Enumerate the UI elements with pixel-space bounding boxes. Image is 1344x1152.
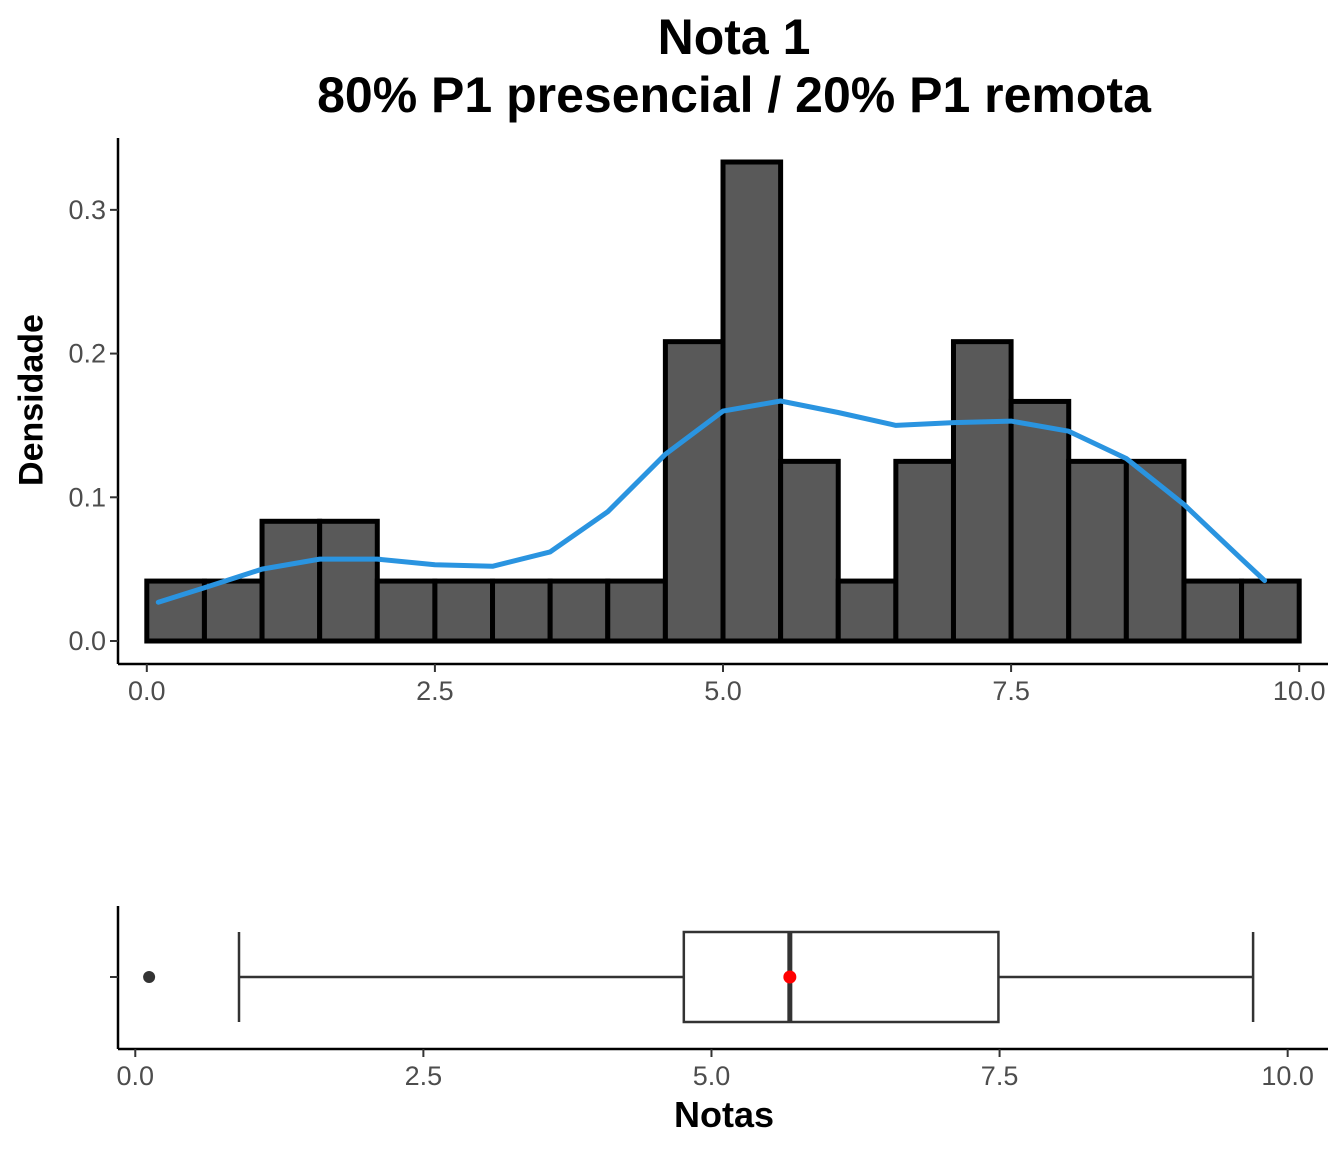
histogram-bar <box>374 578 438 644</box>
y-tick-label: 0.0 <box>68 626 106 656</box>
histogram-bar <box>778 458 841 644</box>
histogram-bar <box>490 578 553 644</box>
histogram-bar <box>950 339 1014 644</box>
x-tick-label: 10.0 <box>1273 676 1326 706</box>
histogram-bar <box>547 578 611 644</box>
histogram-bar <box>1123 458 1187 644</box>
histogram-bar <box>432 578 496 644</box>
box-iqr <box>682 930 1000 1024</box>
histogram-bar <box>317 518 380 644</box>
outlier-point <box>143 971 156 983</box>
boxplot-panel: 0.0 2.5 5.0 7.5 10.0 <box>110 906 1328 1091</box>
boxplot-x-tick-label: 5.0 <box>693 1061 731 1091</box>
histogram-bar <box>1181 578 1245 644</box>
x-tick-label: 0.0 <box>128 676 166 706</box>
density-curve <box>155 398 1268 605</box>
chart-title-line-1: Nota 1 <box>657 9 811 65</box>
histogram-bar <box>662 339 726 644</box>
y-tick-label: 0.2 <box>68 339 106 369</box>
y-tick-label: 0.1 <box>68 482 106 512</box>
x-tick-label: 2.5 <box>416 676 454 706</box>
histogram-bar <box>1008 398 1072 644</box>
boxplot-x-tick-label: 2.5 <box>405 1061 443 1091</box>
boxplot-x-tick-label: 0.0 <box>117 1061 155 1091</box>
x-tick-label: 7.5 <box>992 676 1030 706</box>
histogram-bar <box>605 578 668 644</box>
histogram-bar <box>893 458 956 644</box>
histogram-bar <box>835 578 899 644</box>
x-tick-label: 5.0 <box>704 676 742 706</box>
x-axis-label: Notas <box>673 1094 775 1135</box>
chart-title-line-2: 80% P1 presencial / 20% P1 remota <box>317 67 1151 123</box>
boxplot-x-tick-label: 10.0 <box>1261 1061 1314 1091</box>
histogram-panel: 0.0 0.1 0.2 0.3 0.0 2.5 5.0 7.5 10.0 <box>68 138 1328 706</box>
boxplot-x-tick-label: 7.5 <box>981 1061 1019 1091</box>
mean-point <box>783 970 797 984</box>
histogram-bar <box>1066 458 1129 644</box>
histogram-bar <box>1239 578 1302 644</box>
y-tick-label: 0.3 <box>68 195 106 225</box>
histogram-bar <box>201 578 265 644</box>
histogram-bar <box>259 518 323 644</box>
